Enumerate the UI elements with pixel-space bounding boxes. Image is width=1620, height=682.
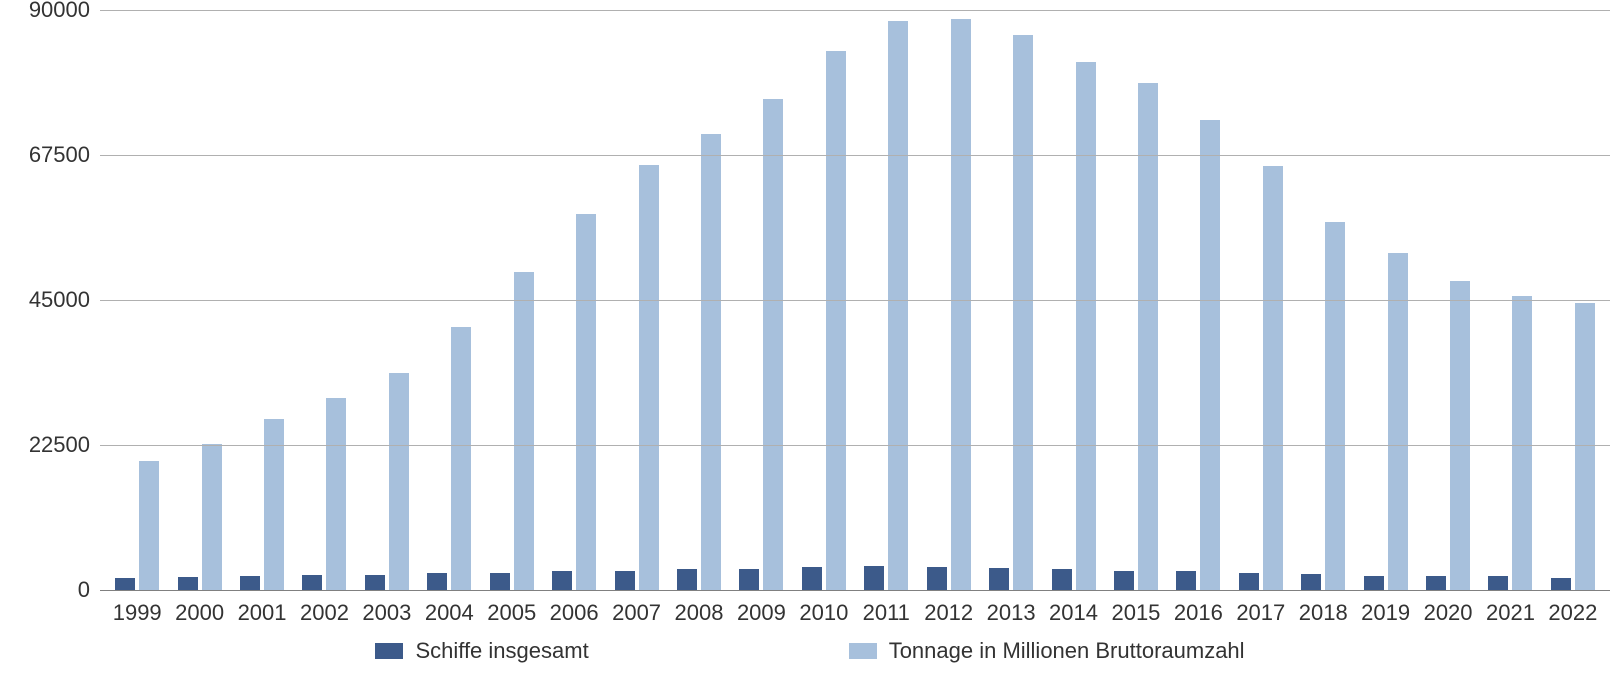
bar xyxy=(139,461,159,590)
bar xyxy=(1239,573,1259,590)
legend-swatch-series-1 xyxy=(375,643,403,659)
bar xyxy=(1176,571,1196,590)
x-tick-label: 2018 xyxy=(1299,600,1348,626)
bar xyxy=(1364,576,1384,590)
bar xyxy=(1450,281,1470,590)
legend-label-series-1: Schiffe insgesamt xyxy=(415,638,588,664)
bar xyxy=(1426,576,1446,590)
bar xyxy=(389,373,409,590)
y-tick-label: 67500 xyxy=(10,142,90,168)
legend: Schiffe insgesamt Tonnage in Millionen B… xyxy=(0,638,1620,664)
x-tick-label: 2002 xyxy=(300,600,349,626)
bar xyxy=(1388,253,1408,590)
bar xyxy=(677,569,697,590)
bar xyxy=(576,214,596,590)
bar xyxy=(1512,296,1532,591)
gridline xyxy=(100,590,1610,591)
bar xyxy=(115,578,135,590)
x-tick-label: 2009 xyxy=(737,600,786,626)
legend-item-series-2: Tonnage in Millionen Bruttoraumzahl xyxy=(849,638,1245,664)
bar xyxy=(490,573,510,590)
bar xyxy=(1013,35,1033,591)
bar xyxy=(1488,576,1508,590)
x-tick-label: 2000 xyxy=(175,600,224,626)
legend-item-series-1: Schiffe insgesamt xyxy=(375,638,588,664)
bar xyxy=(951,19,971,590)
bar xyxy=(514,272,534,590)
bar xyxy=(989,568,1009,590)
bar xyxy=(302,575,322,590)
x-tick-label: 2004 xyxy=(425,600,474,626)
bar xyxy=(427,573,447,590)
x-tick-label: 2021 xyxy=(1486,600,1535,626)
bar xyxy=(888,21,908,590)
x-tick-label: 2012 xyxy=(924,600,973,626)
x-tick-label: 2022 xyxy=(1548,600,1597,626)
bar xyxy=(864,566,884,590)
bar xyxy=(552,571,572,590)
bar xyxy=(1076,62,1096,590)
x-tick-label: 2017 xyxy=(1236,600,1285,626)
y-tick-label: 0 xyxy=(10,577,90,603)
bar-chart: 1999 2000 2001 2002 2003 2004 2005 2006 2007 2008… xyxy=(0,0,1620,682)
bar xyxy=(1575,303,1595,590)
x-tick-label: 2006 xyxy=(550,600,599,626)
bar xyxy=(927,567,947,590)
bar xyxy=(451,327,471,590)
bar xyxy=(1138,83,1158,590)
x-tick-label: 2014 xyxy=(1049,600,1098,626)
y-tick-label: 22500 xyxy=(10,432,90,458)
bar xyxy=(802,567,822,590)
plot-area: 1999200020012002200320042005200620072008… xyxy=(100,10,1610,590)
bar xyxy=(615,571,635,590)
gridline xyxy=(100,10,1610,11)
bar xyxy=(763,99,783,590)
y-tick-label: 90000 xyxy=(10,0,90,23)
bar xyxy=(240,576,260,590)
bar xyxy=(639,165,659,590)
bar xyxy=(701,134,721,590)
x-tick-label: 2001 xyxy=(238,600,287,626)
gridline xyxy=(100,300,1610,301)
x-tick-label: 2008 xyxy=(675,600,724,626)
x-tick-label: 2003 xyxy=(362,600,411,626)
bar xyxy=(826,51,846,590)
bar xyxy=(365,575,385,590)
x-tick-label: 2019 xyxy=(1361,600,1410,626)
x-tick-label: 2020 xyxy=(1424,600,1473,626)
x-tick-label: 2005 xyxy=(487,600,536,626)
bar xyxy=(1301,574,1321,590)
x-tick-label: 2007 xyxy=(612,600,661,626)
bar xyxy=(1114,571,1134,590)
x-tick-label: 2013 xyxy=(987,600,1036,626)
gridline xyxy=(100,155,1610,156)
bar xyxy=(1263,166,1283,590)
legend-label-series-2: Tonnage in Millionen Bruttoraumzahl xyxy=(889,638,1245,664)
x-tick-label: 1999 xyxy=(113,600,162,626)
x-tick-label: 2011 xyxy=(863,600,910,626)
x-tick-label: 2015 xyxy=(1111,600,1160,626)
x-tick-label: 2010 xyxy=(799,600,848,626)
legend-swatch-series-2 xyxy=(849,643,877,659)
bar xyxy=(202,444,222,590)
bar xyxy=(1052,569,1072,590)
bar xyxy=(739,569,759,590)
bar xyxy=(326,398,346,590)
bar xyxy=(1551,578,1571,590)
y-tick-label: 45000 xyxy=(10,287,90,313)
gridline xyxy=(100,445,1610,446)
bar xyxy=(1200,120,1220,590)
bar xyxy=(1325,222,1345,590)
bar xyxy=(178,577,198,590)
x-tick-label: 2016 xyxy=(1174,600,1223,626)
